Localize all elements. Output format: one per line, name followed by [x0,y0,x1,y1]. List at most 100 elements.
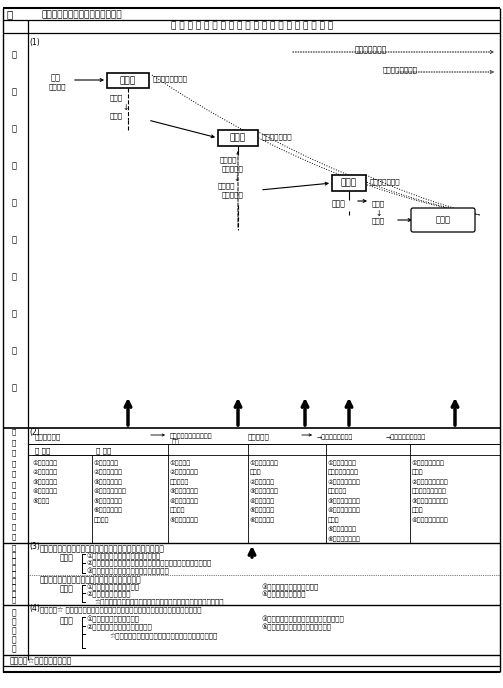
Text: ②忍び込み法: ②忍び込み法 [33,470,58,475]
Text: ④危機意識の醸成: ④危機意識の醸成 [94,488,127,494]
Text: 底: 底 [12,618,16,627]
Text: (2): (2) [29,427,40,436]
Text: 基本事項：（１）自主性・主体性を育てる（個人と地域の）: 基本事項：（１）自主性・主体性を育てる（個人と地域の） [40,544,165,554]
Text: ③感性から出発: ③感性から出発 [94,480,123,485]
Text: 力: 力 [12,199,17,208]
Text: 要　件：☆ 地区・地域における「気」のつちかいを図る（価値観の転換によって）: 要 件：☆ 地区・地域における「気」のつちかいを図る（価値観の転換によって） [40,607,202,614]
Text: 策: 策 [12,596,16,603]
Text: ①クッション型組織の育成: ①クッション型組織の育成 [87,583,140,590]
Text: に: に [12,523,16,530]
Text: 活　動: 活 動 [332,200,346,208]
Text: １）動機づけ: １）動機づけ [35,433,61,440]
Text: ↓: ↓ [375,208,381,217]
Text: 関: 関 [12,545,16,551]
Bar [107,73,149,88]
Text: 件: 件 [12,645,16,654]
Text: ③揺さぶり法: ③揺さぶり法 [33,480,58,485]
Text: ↓: ↓ [122,103,128,111]
Text: 域: 域 [12,125,17,133]
Text: ⑤圏外者の参画: ⑤圏外者の参画 [170,517,199,523]
Text: 対: 対 [12,450,16,456]
Text: →５）信頼関係の構成: →５）信頼関係の構成 [386,434,426,440]
Text: ②相互に考える: ②相互に考える [170,470,199,475]
Text: →４）諸行動の推進: →４）諸行動の推進 [317,434,354,440]
Text: 問: 問 [12,471,16,477]
Text: 要: 要 [12,636,16,645]
Text: み: み [12,347,17,356]
Text: 場を持つ: 場を持つ [170,480,189,485]
Text: ⑥交流の促進: ⑥交流の促進 [250,517,275,523]
Text: 程: 程 [12,235,17,244]
Text: 期: 期 [12,577,16,584]
Text: 共通目標: 共通目標 [220,157,237,163]
Text: ②話し合いのルール: ②話し合いのルール [412,480,449,485]
Text: 上: 上 [12,502,16,509]
Text: ☆地区・地域を推進・核括する中核組織をつくる（自由性がある）: ☆地区・地域を推進・核括する中核組織をつくる（自由性がある） [95,599,224,605]
Text: 場づくり: 場づくり [328,488,348,494]
Text: 地域活力の向上: 地域活力の向上 [355,45,387,54]
Text: す: す [12,551,16,558]
Text: 出: 出 [12,429,16,436]
Text: ②意見を出させる: ②意見を出させる [328,480,361,485]
Text: ④機関の支援: ④機関の支援 [250,498,275,504]
Text: ③楽しい活動の組み: ③楽しい活動の組み [412,498,449,504]
Text: ③目的別組織化: ③目的別組織化 [250,488,279,494]
Text: 担う: 担う [328,517,340,523]
Text: 整理: 整理 [172,439,180,445]
Text: ④体を一緒に動かす: ④体を一緒に動かす [412,517,449,523]
Text: （分　担）: （分 担） [222,192,244,198]
Text: ⑤施設の整備: ⑤施設の整備 [250,508,275,513]
Text: ③活力向上に自由に使える資金制度の新設: ③活力向上に自由に使える資金制度の新設 [87,568,170,574]
Text: 基: 基 [12,608,16,618]
Text: 面: 面 [12,534,16,540]
Text: ☆家族の温かさ・思いやりの再構築（そのための運動）: ☆家族の温かさ・思いやりの再構築（そのための運動） [110,632,218,640]
Text: 条件の整備: 条件の整備 [248,433,270,440]
Text: 〈新たな願望〉: 〈新たな願望〉 [262,133,293,140]
Text: ③組織を青年層に移行させる: ③組織を青年層に移行させる [262,583,319,590]
Text: ①コミュニケー: ①コミュニケー [328,460,357,466]
Text: ④高齢者や女性: ④高齢者や女性 [170,498,199,504]
Text: (1): (1) [29,38,40,47]
Text: ①文化を重んじた活動促進: ①文化を重んじた活動促進 [87,615,140,623]
Text: 方: 方 [12,383,17,392]
Text: 地: 地 [12,50,17,59]
Text: (4): (4) [29,603,40,612]
Text: 活動: 活動 [412,470,424,475]
Text: ⑥マスコミの活用: ⑥マスコミの活用 [328,536,361,541]
Text: （現状）: （現状） [49,84,66,90]
Text: 活: 活 [12,162,17,171]
Text: 注．１）☆は特に重要な方策: 注．１）☆は特に重要な方策 [10,656,72,665]
Text: ③ニーズの把握: ③ニーズの把握 [170,488,199,494]
Text: 的: 的 [12,492,16,498]
Text: 効力感: 効力感 [372,201,385,207]
Text: ①温かみを育てる: ①温かみを育てる [412,460,445,466]
Text: ⑤特性の見直し: ⑤特性の見直し [94,498,123,504]
Text: 同: 同 [12,481,16,488]
Text: ②思考の多様化: ②思考の多様化 [94,470,123,475]
Text: ①地区公民館・自治公民館活動の促進: ①地区公民館・自治公民館活動の促進 [87,552,161,559]
Text: ①相互啓発法: ①相互啓発法 [33,460,58,466]
Text: 現実: 現実 [51,74,61,83]
Text: ②特技の活用: ②特技の活用 [250,480,275,485]
Text: （方向性）: （方向性） [222,166,244,172]
Text: 活 力 向 上 過 程 の 要 点 と そ の 方 面 ・ 要 件 の 内 容: 活 力 向 上 過 程 の 要 点 と そ の 方 面 ・ 要 件 の 内 容 [171,21,333,30]
Text: 満足感: 満足感 [436,215,451,224]
Text: (3): (3) [29,543,40,552]
Text: の: の [12,272,17,281]
Text: 替え: 替え [250,470,262,475]
Text: Ａ 方法: Ａ 方法 [35,448,50,454]
Text: 方　面: 方 面 [60,585,74,594]
Text: ①仲組みの組み: ①仲組みの組み [250,460,279,466]
Text: 込み: 込み [412,508,424,513]
Text: 方　面: 方 面 [60,616,74,625]
Text: 化（対話の促進）: 化（対話の促進） [412,488,447,494]
Text: Ｂ 手法: Ｂ 手法 [96,448,111,454]
Text: の創出: の創出 [94,517,110,523]
Text: ①他をみる: ①他をみる [170,460,191,466]
Text: ②組織の多様化を図る: ②組織の多様化を図る [87,591,131,597]
Text: 願　望: 願 望 [230,133,246,142]
Text: 方: 方 [12,590,16,596]
Text: 表: 表 [6,10,12,19]
Text: 中: 中 [12,558,16,564]
Text: 方: 方 [12,513,16,519]
